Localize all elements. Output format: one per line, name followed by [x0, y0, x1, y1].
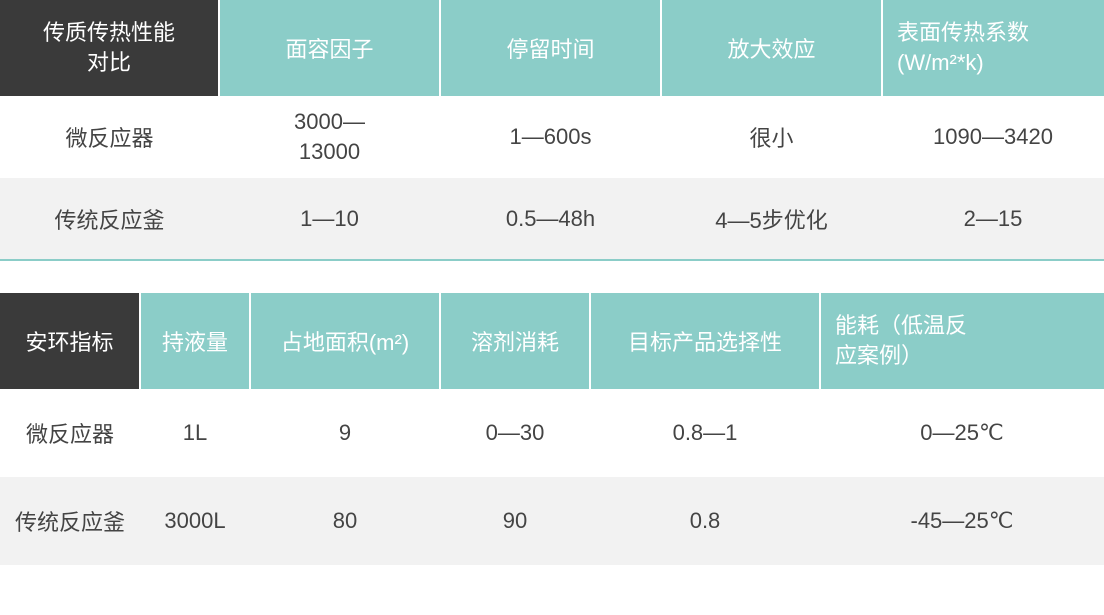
t1-r1c3: 1—600s	[440, 96, 661, 178]
t1-r1c5: 1090—3420	[882, 96, 1104, 178]
t2-h4: 溶剂消耗	[440, 293, 590, 389]
comparison-tables: 传质传热性能对比 面容因子 停留时间 放大效应 表面传热系数(W/m²*k) 微…	[0, 0, 1104, 565]
t1-r1c2: 3000—13000	[219, 96, 440, 178]
table-spacer	[0, 261, 1104, 293]
t2-h3: 占地面积(m²)	[250, 293, 440, 389]
t1-h3: 停留时间	[440, 0, 661, 96]
t2-r1c4: 0—30	[440, 389, 590, 477]
t2-h2: 持液量	[140, 293, 250, 389]
t2-r1c5: 0.8—1	[590, 389, 820, 477]
t1-h1: 传质传热性能对比	[0, 0, 219, 96]
t2-h5: 目标产品选择性	[590, 293, 820, 389]
t1-h2: 面容因子	[219, 0, 440, 96]
t1-r1c4: 很小	[661, 96, 882, 178]
table2-header-row: 安环指标 持液量 占地面积(m²) 溶剂消耗 目标产品选择性 能耗（低温反应案例…	[0, 293, 1104, 389]
table1-header-row: 传质传热性能对比 面容因子 停留时间 放大效应 表面传热系数(W/m²*k)	[0, 0, 1104, 96]
t1-r2c5: 2—15	[882, 178, 1104, 260]
t2-r2c5: 0.8	[590, 477, 820, 565]
t2-r2c1: 传统反应釜	[0, 477, 140, 565]
t1-h5: 表面传热系数(W/m²*k)	[882, 0, 1104, 96]
t2-h6: 能耗（低温反应案例）	[820, 293, 1104, 389]
t2-r2c3: 80	[250, 477, 440, 565]
table-safety-env: 安环指标 持液量 占地面积(m²) 溶剂消耗 目标产品选择性 能耗（低温反应案例…	[0, 293, 1104, 565]
table-row: 微反应器 1L 9 0—30 0.8—1 0—25℃	[0, 389, 1104, 477]
t2-r1c3: 9	[250, 389, 440, 477]
t2-h1: 安环指标	[0, 293, 140, 389]
t1-r1c1: 微反应器	[0, 96, 219, 178]
t1-r2c3: 0.5—48h	[440, 178, 661, 260]
t2-r2c2: 3000L	[140, 477, 250, 565]
t2-r1c2: 1L	[140, 389, 250, 477]
table-heat-mass-transfer: 传质传热性能对比 面容因子 停留时间 放大效应 表面传热系数(W/m²*k) 微…	[0, 0, 1104, 261]
t1-h4: 放大效应	[661, 0, 882, 96]
table-row: 微反应器 3000—13000 1—600s 很小 1090—3420	[0, 96, 1104, 178]
t2-r2c6: -45—25℃	[820, 477, 1104, 565]
t1-r2c1: 传统反应釜	[0, 178, 219, 260]
t2-r1c6: 0—25℃	[820, 389, 1104, 477]
t1-r2c2: 1—10	[219, 178, 440, 260]
table-row: 传统反应釜 1—10 0.5—48h 4—5步优化 2—15	[0, 178, 1104, 260]
t1-r2c4: 4—5步优化	[661, 178, 882, 260]
table-row: 传统反应釜 3000L 80 90 0.8 -45—25℃	[0, 477, 1104, 565]
t2-r1c1: 微反应器	[0, 389, 140, 477]
t2-r2c4: 90	[440, 477, 590, 565]
